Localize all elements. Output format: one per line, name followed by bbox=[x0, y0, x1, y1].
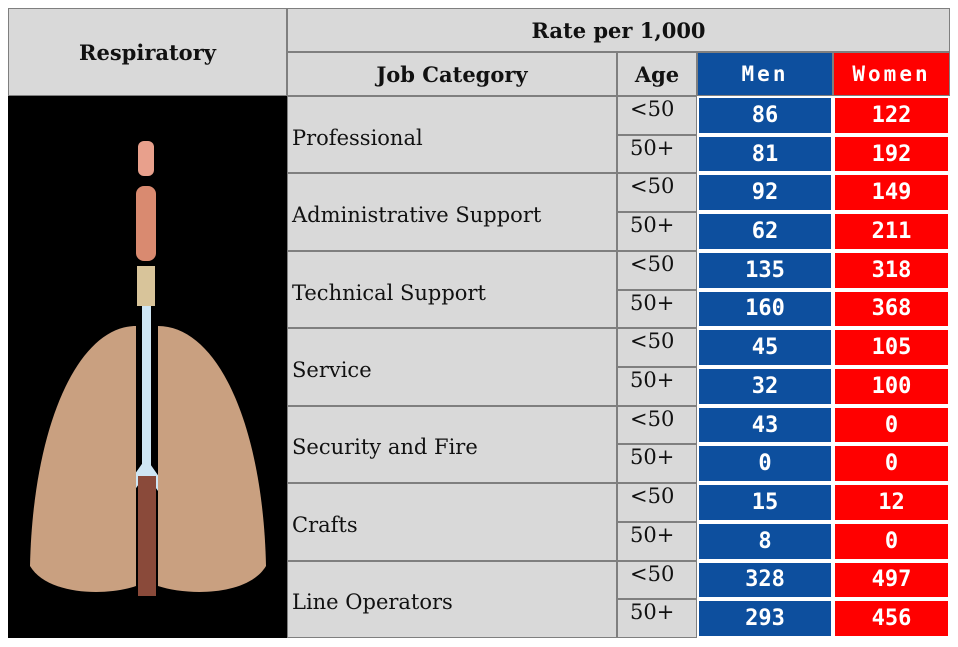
women-header: Women bbox=[833, 52, 950, 96]
age: <50 bbox=[617, 406, 697, 445]
women-rate: 105 bbox=[833, 328, 950, 367]
men-rate: 0 bbox=[697, 444, 833, 483]
men-rate: 62 bbox=[697, 212, 833, 251]
job-category: Crafts bbox=[287, 483, 617, 560]
table-page: RespiratoryRate per 1,000Job CategoryAge… bbox=[0, 0, 958, 647]
women-rate: 0 bbox=[833, 444, 950, 483]
age: <50 bbox=[617, 328, 697, 367]
men-rate: 86 bbox=[697, 96, 833, 135]
age-header: Age bbox=[617, 52, 697, 96]
women-rate: 368 bbox=[833, 290, 950, 329]
men-rate: 43 bbox=[697, 406, 833, 445]
women-rate: 497 bbox=[833, 561, 950, 600]
age: <50 bbox=[617, 483, 697, 522]
age: 50+ bbox=[617, 135, 697, 174]
age: 50+ bbox=[617, 212, 697, 251]
title-cell: Respiratory bbox=[8, 8, 287, 96]
job-category: Administrative Support bbox=[287, 173, 617, 250]
men-rate: 81 bbox=[697, 135, 833, 174]
women-rate: 0 bbox=[833, 406, 950, 445]
age: 50+ bbox=[617, 599, 697, 638]
women-rate: 456 bbox=[833, 599, 950, 638]
men-header: Men bbox=[697, 52, 833, 96]
men-rate: 32 bbox=[697, 367, 833, 406]
group-header: Rate per 1,000 bbox=[287, 8, 950, 52]
men-rate: 92 bbox=[697, 173, 833, 212]
age: 50+ bbox=[617, 444, 697, 483]
men-rate: 328 bbox=[697, 561, 833, 600]
age: 50+ bbox=[617, 522, 697, 561]
job-category: Line Operators bbox=[287, 561, 617, 638]
men-rate: 8 bbox=[697, 522, 833, 561]
job-header: Job Category bbox=[287, 52, 617, 96]
men-rate: 15 bbox=[697, 483, 833, 522]
age: 50+ bbox=[617, 367, 697, 406]
age: <50 bbox=[617, 173, 697, 212]
women-rate: 122 bbox=[833, 96, 950, 135]
men-rate: 293 bbox=[697, 599, 833, 638]
age: <50 bbox=[617, 561, 697, 600]
women-rate: 318 bbox=[833, 251, 950, 290]
women-rate: 100 bbox=[833, 367, 950, 406]
age: <50 bbox=[617, 96, 697, 135]
age: <50 bbox=[617, 251, 697, 290]
job-category: Security and Fire bbox=[287, 406, 617, 483]
women-rate: 192 bbox=[833, 135, 950, 174]
job-category: Technical Support bbox=[287, 251, 617, 328]
job-category: Professional bbox=[287, 96, 617, 173]
men-rate: 160 bbox=[697, 290, 833, 329]
job-category: Service bbox=[287, 328, 617, 405]
women-rate: 149 bbox=[833, 173, 950, 212]
men-rate: 45 bbox=[697, 328, 833, 367]
men-rate: 135 bbox=[697, 251, 833, 290]
women-rate: 0 bbox=[833, 522, 950, 561]
women-rate: 12 bbox=[833, 483, 950, 522]
women-rate: 211 bbox=[833, 212, 950, 251]
age: 50+ bbox=[617, 290, 697, 329]
lungs-image bbox=[8, 96, 287, 638]
